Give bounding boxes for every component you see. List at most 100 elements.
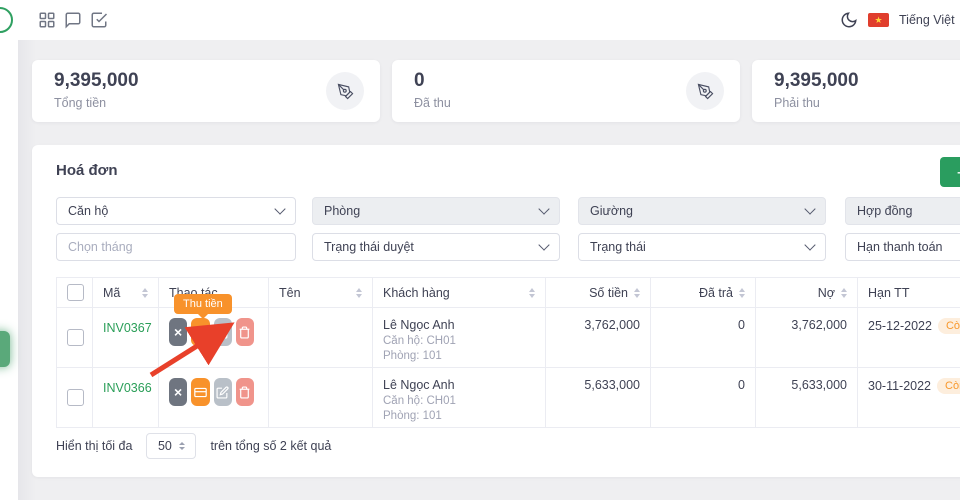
delete-button[interactable] (235, 378, 254, 406)
dark-mode-moon-icon[interactable] (840, 11, 858, 29)
customer-cell: Lê Ngọc Anh Căn hộ: CH01 Phòng: 101 (372, 307, 546, 368)
row-actions: × (169, 318, 258, 346)
days-left-badge: Còn 29 ngày (937, 318, 960, 334)
table-row: INV0366 × Lê Ngọc Anh Căn hộ: CH01 Phòng… (56, 367, 960, 428)
collect-money-button[interactable] (191, 378, 210, 406)
row-actions: × (169, 378, 258, 406)
collect-money-button[interactable] (191, 318, 210, 346)
due-date: 30-11-2022 (868, 379, 932, 393)
customer-apartment: Căn hộ: CH01 (383, 395, 456, 407)
sort-icon (841, 287, 847, 298)
sort-icon (529, 287, 535, 298)
filter-contract-label: Hợp đồng (857, 204, 913, 218)
due-cell: 25-12-2022 Còn 29 ngày (857, 307, 960, 368)
invoice-code-link[interactable]: INV0366 (103, 381, 152, 395)
filter-status-select[interactable]: Trạng thái (578, 233, 826, 261)
card-total-label: Tổng tiền (54, 96, 107, 110)
select-all-checkbox[interactable] (67, 284, 84, 301)
sidebar-active-item[interactable] (0, 331, 10, 367)
filter-room-select[interactable]: Phòng (312, 197, 560, 225)
customer-cell: Lê Ngọc Anh Căn hộ: CH01 Phòng: 101 (372, 367, 546, 428)
delete-button[interactable] (235, 318, 254, 346)
paid-cell: 0 (650, 307, 756, 368)
card-receivable: 9,395,000 Phải thu (752, 60, 960, 122)
chevron-down-icon (538, 239, 550, 251)
invoice-code-link[interactable]: INV0367 (103, 321, 152, 335)
header-code[interactable]: Mã (92, 277, 159, 308)
chevron-down-icon (274, 203, 286, 215)
filter-approval-status-select[interactable]: Trạng thái duyệt (312, 233, 560, 261)
edit-button[interactable] (213, 378, 232, 406)
header-customer-label: Khách hàng (383, 285, 450, 300)
amount-cell: 3,762,000 (545, 307, 651, 368)
filter-approval-status-label: Trạng thái duyệt (324, 240, 414, 254)
debt-cell: 5,633,000 (755, 367, 858, 428)
header-code-label: Mã (103, 285, 121, 300)
filter-month-input[interactable]: Chọn tháng (56, 233, 296, 261)
card-collected-value: 0 (414, 70, 425, 91)
debt-cell: 3,762,000 (755, 307, 858, 368)
header-debt[interactable]: Nợ (755, 277, 858, 308)
invoice-panel: Hoá đơn + Căn hộ Phòng Giường Hợp đồng C… (32, 145, 960, 477)
card-receivable-value: 9,395,000 (774, 70, 859, 91)
customer-name: Lê Ngọc Anh (383, 378, 455, 392)
header-due: Hạn TT (857, 277, 960, 308)
card-collected-label: Đã thu (414, 96, 451, 110)
filter-bed-label: Giường (590, 204, 633, 218)
chevron-down-icon (804, 203, 816, 215)
header-paid-label: Đã trả (698, 285, 733, 300)
customer-room: Phòng: 101 (383, 350, 442, 362)
credit-card-icon (194, 387, 207, 397)
header-due-label: Hạn TT (868, 285, 910, 300)
days-left-badge: Còn 4 ngày (937, 378, 960, 394)
amount-cell: 5,633,000 (545, 367, 651, 428)
collect-money-tooltip: Thu tiền (174, 294, 232, 319)
cancel-button[interactable]: × (169, 318, 188, 346)
customer-name: Lê Ngọc Anh (383, 318, 455, 332)
card-receivable-label: Phải thu (774, 96, 820, 110)
header-name[interactable]: Tên (268, 277, 373, 308)
sort-icon (142, 287, 148, 298)
sidebar-edge (0, 0, 18, 500)
tasks-check-icon[interactable] (90, 11, 108, 29)
customer-room: Phòng: 101 (383, 410, 442, 422)
header-paid[interactable]: Đã trả (650, 277, 756, 308)
filter-contract-select[interactable]: Hợp đồng (845, 197, 960, 225)
vietnam-flag-icon[interactable]: ★ (868, 13, 889, 27)
panel-title: Hoá đơn (56, 162, 118, 179)
header-customer[interactable]: Khách hàng (372, 277, 546, 308)
sort-icon (634, 287, 640, 298)
filter-bed-select[interactable]: Giường (578, 197, 826, 225)
card-total: 9,395,000 Tổng tiền (32, 60, 380, 122)
pagination-suffix: trên tổng số 2 kết quả (210, 439, 332, 453)
filter-payment-due-select[interactable]: Hạn thanh toán (845, 233, 960, 261)
header-amount[interactable]: Số tiền (545, 277, 651, 308)
pagination: Hiển thị tối đa 50 trên tổng số 2 kết qu… (56, 433, 331, 459)
page-size-value: 50 (157, 439, 172, 453)
pen-tool-icon (686, 72, 724, 110)
page-size-stepper[interactable]: 50 (146, 433, 197, 459)
language-selector[interactable]: Tiếng Việt (899, 13, 955, 27)
apps-grid-icon[interactable] (38, 11, 56, 29)
topbar: ★ Tiếng Việt (0, 0, 960, 40)
trash-icon (240, 325, 250, 339)
card-total-value: 9,395,000 (54, 70, 139, 91)
name-cell (268, 367, 373, 428)
sort-icon (739, 287, 745, 298)
name-cell (268, 307, 373, 368)
filter-apartment-select[interactable]: Căn hộ (56, 197, 296, 225)
filter-apartment-label: Căn hộ (68, 204, 109, 218)
edit-button[interactable] (213, 318, 232, 346)
header-amount-label: Số tiền (589, 285, 628, 300)
paid-cell: 0 (650, 367, 756, 428)
filter-status-label: Trạng thái (590, 240, 646, 254)
trash-icon (240, 385, 250, 399)
header-name-label: Tên (279, 285, 301, 300)
row-checkbox[interactable] (67, 389, 84, 406)
row-checkbox[interactable] (67, 329, 84, 346)
edit-icon (216, 385, 229, 399)
logo-ring-icon (0, 7, 13, 33)
cancel-button[interactable]: × (169, 378, 188, 406)
add-invoice-button[interactable]: + (940, 157, 960, 187)
chat-icon[interactable] (64, 11, 82, 29)
